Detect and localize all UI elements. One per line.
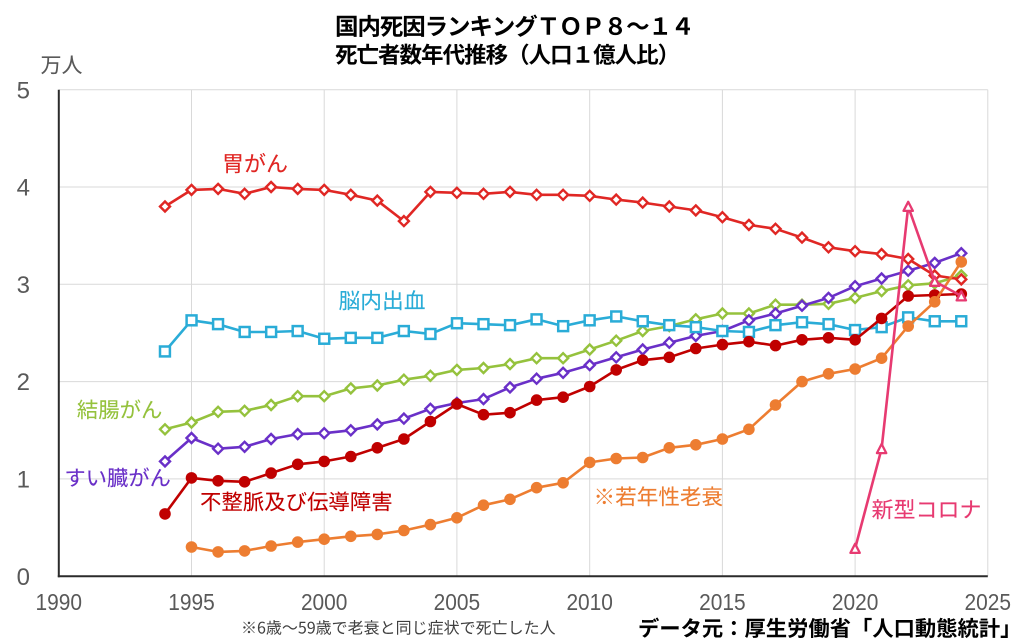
- svg-text:1990: 1990: [36, 589, 83, 615]
- svg-text:3: 3: [17, 272, 30, 299]
- svg-text:1: 1: [17, 467, 30, 494]
- svg-text:2010: 2010: [566, 589, 613, 615]
- svg-text:0: 0: [17, 564, 30, 591]
- svg-text:2015: 2015: [699, 589, 746, 615]
- svg-text:2: 2: [17, 369, 30, 396]
- svg-text:5: 5: [17, 77, 30, 104]
- svg-text:4: 4: [17, 175, 30, 202]
- svg-text:2020: 2020: [832, 589, 879, 615]
- svg-text:2025: 2025: [965, 589, 1012, 615]
- svg-text:2005: 2005: [434, 589, 481, 615]
- svg-text:2000: 2000: [301, 589, 348, 615]
- svg-text:1995: 1995: [168, 589, 215, 615]
